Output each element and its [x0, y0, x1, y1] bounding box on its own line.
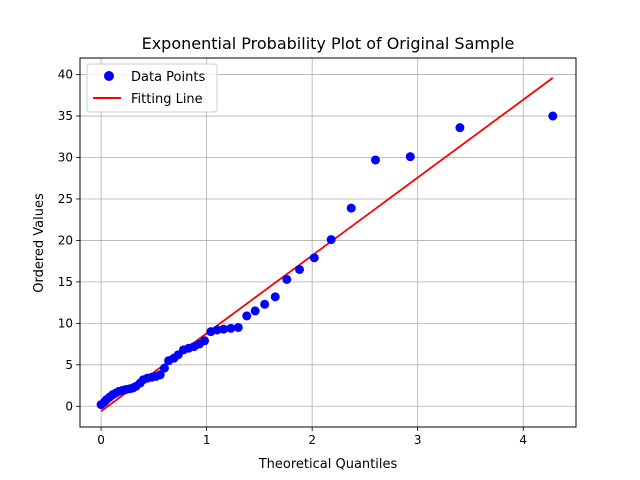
legend-marker-data-points: [104, 71, 114, 81]
x-tick-label: 4: [519, 433, 527, 447]
data-point: [295, 264, 305, 274]
legend: Data Points Fitting Line: [86, 63, 218, 113]
x-tick-label: 0: [97, 433, 105, 447]
data-point: [309, 253, 319, 263]
data-point: [548, 111, 558, 121]
y-tick-label: 30: [58, 151, 73, 165]
x-axis-label: Theoretical Quantiles: [258, 457, 398, 472]
data-point: [455, 123, 465, 133]
legend-label-fitting-line: Fitting Line: [131, 92, 203, 107]
x-tick-label: 1: [203, 433, 211, 447]
y-tick-label: 10: [58, 316, 73, 330]
data-point: [326, 235, 336, 245]
data-point: [260, 299, 270, 309]
grid-lines: [80, 58, 576, 427]
y-tick-label: 25: [58, 192, 73, 206]
data-point: [155, 370, 165, 380]
data-point: [270, 292, 280, 302]
y-tick-label: 15: [58, 275, 73, 289]
data-points-layer: [96, 111, 558, 410]
y-axis-label: Ordered Values: [32, 193, 47, 293]
chart-title: Exponential Probability Plot of Original…: [142, 34, 515, 53]
data-point: [242, 311, 252, 321]
data-point: [346, 203, 356, 213]
data-point: [405, 152, 415, 162]
y-tick-label: 35: [58, 109, 73, 123]
legend-box: [86, 63, 218, 113]
axes-frame: [79, 57, 577, 428]
data-point: [370, 155, 380, 165]
y-tick-label: 0: [65, 399, 73, 413]
legend-label-data-points: Data Points: [131, 70, 205, 85]
data-point: [219, 324, 229, 334]
data-point: [200, 336, 210, 346]
y-tick-label: 20: [58, 233, 73, 247]
data-point: [250, 306, 260, 316]
y-tick-label: 40: [58, 68, 73, 82]
data-point: [159, 363, 169, 373]
y-tick-label: 5: [65, 358, 73, 372]
data-point: [226, 323, 236, 333]
x-tick-label: 2: [308, 433, 316, 447]
data-point: [282, 274, 292, 284]
x-tick-label: 3: [414, 433, 422, 447]
data-point: [233, 322, 243, 332]
